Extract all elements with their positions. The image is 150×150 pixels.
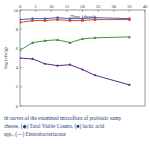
y-tick-label: 8 bbox=[16, 27, 19, 32]
y-tick bbox=[20, 67, 22, 68]
marker bbox=[56, 65, 58, 67]
x-tick bbox=[35, 10, 36, 12]
marker bbox=[69, 64, 71, 66]
x-tick bbox=[51, 10, 52, 12]
x-tick bbox=[113, 10, 114, 12]
y-tick-label: 0 bbox=[16, 104, 19, 109]
marker bbox=[20, 18, 22, 21]
x-tick-label: 5 bbox=[35, 4, 38, 9]
marker bbox=[69, 19, 72, 22]
y-axis-title: log (cfu/g) bbox=[3, 47, 8, 69]
plot-frame bbox=[20, 10, 145, 106]
series-line bbox=[20, 37, 129, 50]
x-tick bbox=[98, 10, 99, 12]
marker bbox=[31, 19, 34, 22]
x-tick bbox=[82, 10, 83, 12]
marker bbox=[56, 38, 59, 41]
y-tick bbox=[20, 106, 22, 107]
marker bbox=[31, 58, 33, 60]
marker bbox=[81, 37, 84, 40]
x-tick-label: 15 bbox=[65, 4, 70, 9]
y-tick-label: 10 bbox=[14, 8, 19, 13]
x-tick-label: 40 bbox=[143, 4, 148, 9]
marker bbox=[93, 36, 96, 39]
x-tick-label: 0 bbox=[19, 4, 22, 9]
series-line bbox=[20, 20, 129, 23]
y-tick-label: 6 bbox=[16, 46, 19, 51]
caption-line: cheese. (◆) Total Viable Counts, (■) lac… bbox=[4, 123, 104, 130]
marker bbox=[68, 41, 71, 44]
x-tick-label: 10 bbox=[49, 4, 54, 9]
marker bbox=[94, 18, 97, 21]
x-tick bbox=[129, 10, 130, 12]
marker bbox=[94, 74, 96, 76]
chart: 05101520253035400246810Time (days)log (c… bbox=[0, 0, 150, 150]
marker bbox=[128, 84, 130, 86]
marker bbox=[81, 19, 84, 22]
x-tick-label: 35 bbox=[127, 4, 132, 9]
marker bbox=[56, 18, 59, 21]
x-tick-label: 25 bbox=[96, 4, 101, 9]
y-tick bbox=[20, 86, 22, 87]
marker bbox=[128, 17, 131, 20]
x-tick-label: 30 bbox=[112, 4, 117, 9]
marker bbox=[20, 49, 22, 52]
marker bbox=[128, 18, 131, 21]
series-line bbox=[20, 58, 129, 85]
caption-line: spp., (—) Enterobacteriaceae bbox=[4, 131, 66, 138]
y-tick bbox=[20, 10, 22, 11]
y-tick-label: 4 bbox=[16, 65, 19, 70]
marker bbox=[44, 19, 47, 22]
marker bbox=[81, 68, 83, 70]
marker bbox=[31, 41, 34, 44]
marker bbox=[20, 57, 21, 59]
marker bbox=[20, 21, 21, 24]
y-tick bbox=[20, 29, 22, 30]
x-tick bbox=[66, 10, 67, 12]
marker bbox=[43, 39, 46, 42]
y-tick-label: 2 bbox=[16, 84, 18, 89]
x-tick bbox=[20, 10, 21, 12]
marker bbox=[44, 63, 46, 65]
x-tick bbox=[145, 10, 146, 12]
plot-area bbox=[20, 16, 131, 86]
caption-line: th curves of the examined microflora of … bbox=[4, 115, 121, 121]
marker bbox=[128, 35, 131, 38]
x-tick-label: 20 bbox=[80, 4, 85, 9]
